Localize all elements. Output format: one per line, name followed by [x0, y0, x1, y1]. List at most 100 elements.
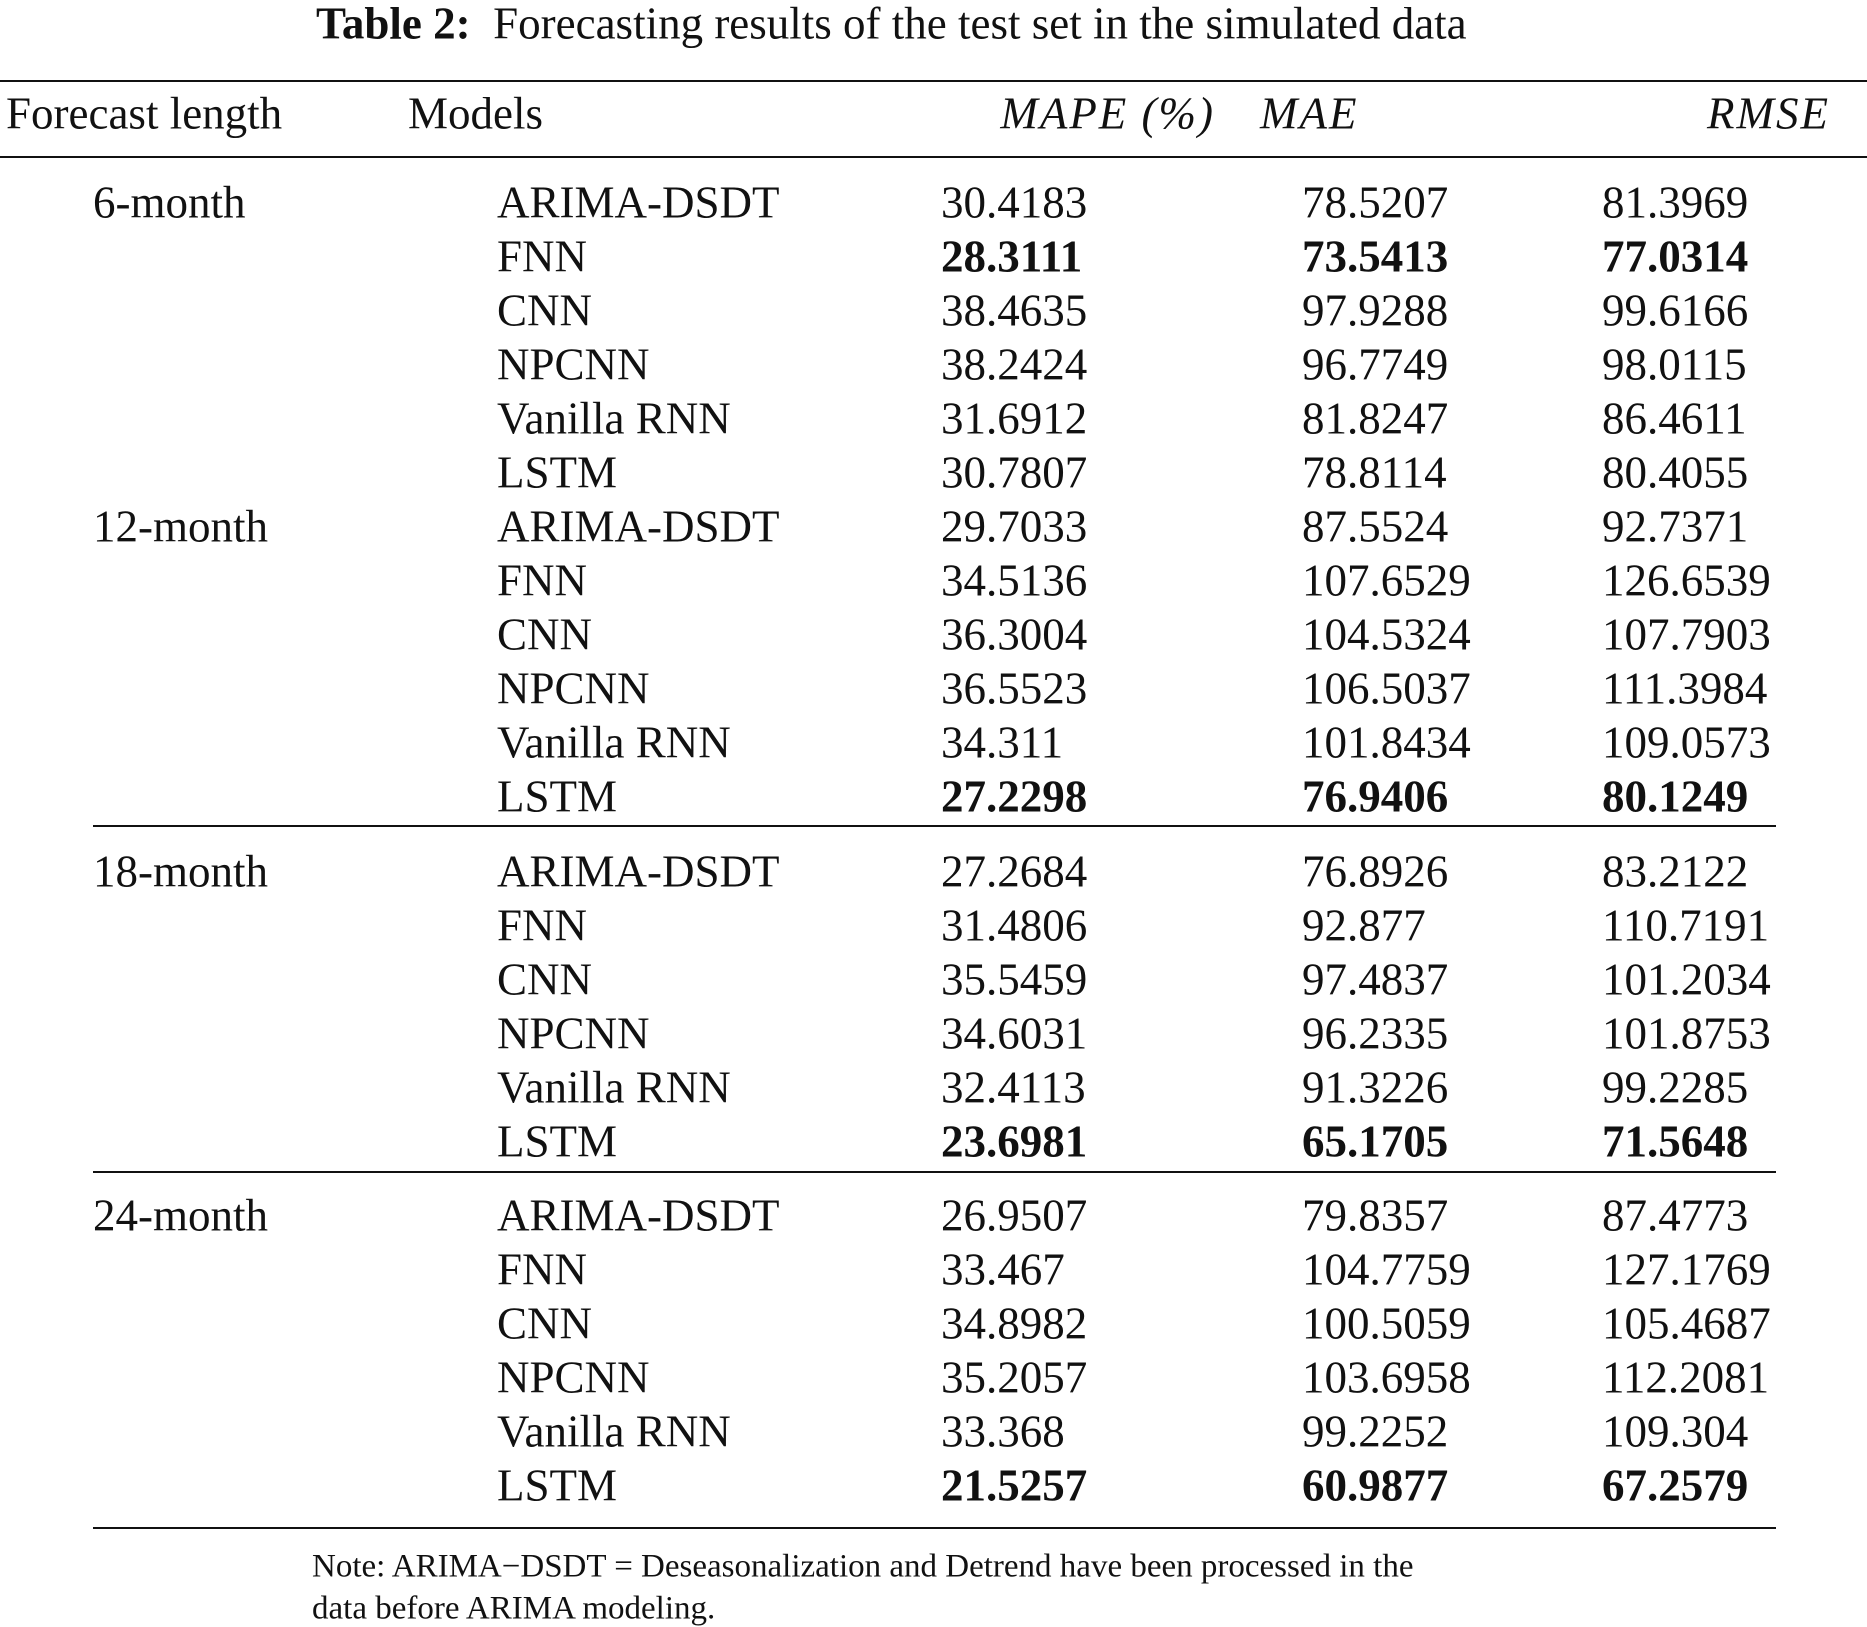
- model-cell: CNN: [497, 609, 593, 660]
- model-cell: Vanilla RNN: [497, 393, 731, 444]
- value-cell: 91.3226: [1302, 1062, 1449, 1113]
- value-cell: 127.1769: [1602, 1244, 1771, 1295]
- table-title: Table 2: Forecasting results of the test…: [316, 0, 1467, 49]
- value-cell: 36.3004: [941, 609, 1088, 660]
- value-cell: 34.6031: [941, 1008, 1088, 1059]
- model-cell: FNN: [497, 900, 588, 951]
- model-cell: NPCNN: [497, 1352, 650, 1403]
- group-rule: [93, 1171, 1776, 1173]
- model-cell: Vanilla RNN: [497, 717, 731, 768]
- value-cell: 78.8114: [1302, 447, 1447, 498]
- value-cell: 28.3111: [941, 231, 1083, 282]
- value-cell: 101.8434: [1302, 717, 1471, 768]
- value-cell: 65.1705: [1302, 1116, 1449, 1167]
- value-cell: 73.5413: [1302, 231, 1449, 282]
- model-cell: Vanilla RNN: [497, 1406, 731, 1457]
- model-cell: LSTM: [497, 1116, 618, 1167]
- value-cell: 60.9877: [1302, 1460, 1449, 1511]
- value-cell: 105.4687: [1602, 1298, 1771, 1349]
- value-cell: 78.5207: [1302, 177, 1449, 228]
- note-line: data before ARIMA modeling.: [312, 1590, 716, 1627]
- model-cell: ARIMA-DSDT: [497, 177, 780, 228]
- value-cell: 81.3969: [1602, 177, 1749, 228]
- value-cell: 33.467: [941, 1244, 1065, 1295]
- group-label: 18-month: [93, 846, 268, 897]
- value-cell: 31.6912: [941, 393, 1088, 444]
- value-cell: 30.7807: [941, 447, 1088, 498]
- value-cell: 87.5524: [1302, 501, 1449, 552]
- value-cell: 23.6981: [941, 1116, 1088, 1167]
- model-cell: FNN: [497, 1244, 588, 1295]
- value-cell: 38.2424: [941, 339, 1088, 390]
- value-cell: 96.7749: [1302, 339, 1449, 390]
- value-cell: 33.368: [941, 1406, 1065, 1457]
- header-cell: MAE: [1260, 88, 1359, 139]
- model-cell: CNN: [497, 1298, 593, 1349]
- value-cell: 26.9507: [941, 1190, 1088, 1241]
- value-cell: 27.2684: [941, 846, 1088, 897]
- group-rule: [93, 1527, 1776, 1529]
- value-cell: 87.4773: [1602, 1190, 1749, 1241]
- model-cell: FNN: [497, 555, 588, 606]
- model-cell: NPCNN: [497, 663, 650, 714]
- model-cell: LSTM: [497, 1460, 618, 1511]
- model-cell: CNN: [497, 954, 593, 1005]
- value-cell: 27.2298: [941, 771, 1088, 822]
- value-cell: 81.8247: [1302, 393, 1449, 444]
- value-cell: 92.877: [1302, 900, 1426, 951]
- header-cell: MAPE (%): [1000, 88, 1215, 139]
- value-cell: 112.2081: [1602, 1352, 1770, 1403]
- value-cell: 107.6529: [1302, 555, 1471, 606]
- value-cell: 31.4806: [941, 900, 1088, 951]
- value-cell: 71.5648: [1602, 1116, 1749, 1167]
- value-cell: 86.4611: [1602, 393, 1747, 444]
- value-cell: 34.311: [941, 717, 1064, 768]
- header-cell: Models: [408, 88, 543, 139]
- model-cell: LSTM: [497, 447, 618, 498]
- value-cell: 76.8926: [1302, 846, 1449, 897]
- header-rule: [0, 156, 1867, 158]
- value-cell: 21.5257: [941, 1460, 1088, 1511]
- header-cell: Forecast length: [6, 88, 283, 139]
- group-label: 12-month: [93, 501, 268, 552]
- model-cell: LSTM: [497, 771, 618, 822]
- note-line: Note: ARIMA−DSDT = Deseasonalization and…: [312, 1548, 1414, 1585]
- value-cell: 103.6958: [1302, 1352, 1471, 1403]
- value-cell: 106.5037: [1302, 663, 1471, 714]
- value-cell: 35.5459: [941, 954, 1088, 1005]
- value-cell: 111.3984: [1602, 663, 1768, 714]
- model-cell: ARIMA-DSDT: [497, 1190, 780, 1241]
- value-cell: 67.2579: [1602, 1460, 1749, 1511]
- value-cell: 101.8753: [1602, 1008, 1771, 1059]
- model-cell: Vanilla RNN: [497, 1062, 731, 1113]
- value-cell: 97.4837: [1302, 954, 1449, 1005]
- group-rule: [93, 825, 1776, 827]
- value-cell: 104.5324: [1302, 609, 1471, 660]
- value-cell: 76.9406: [1302, 771, 1449, 822]
- value-cell: 99.6166: [1602, 285, 1749, 336]
- value-cell: 96.2335: [1302, 1008, 1449, 1059]
- model-cell: ARIMA-DSDT: [497, 501, 780, 552]
- value-cell: 99.2252: [1302, 1406, 1449, 1457]
- top-rule: [0, 80, 1867, 82]
- value-cell: 107.7903: [1602, 609, 1771, 660]
- value-cell: 109.304: [1602, 1406, 1749, 1457]
- model-cell: CNN: [497, 285, 593, 336]
- value-cell: 80.4055: [1602, 447, 1749, 498]
- value-cell: 30.4183: [941, 177, 1088, 228]
- value-cell: 35.2057: [941, 1352, 1088, 1403]
- value-cell: 38.4635: [941, 285, 1088, 336]
- value-cell: 99.2285: [1602, 1062, 1749, 1113]
- value-cell: 101.2034: [1602, 954, 1771, 1005]
- value-cell: 92.7371: [1602, 501, 1749, 552]
- value-cell: 79.8357: [1302, 1190, 1449, 1241]
- value-cell: 97.9288: [1302, 285, 1449, 336]
- value-cell: 34.5136: [941, 555, 1088, 606]
- title-label: Table 2:: [316, 0, 471, 49]
- header-cell: RMSE: [1707, 88, 1830, 139]
- model-cell: NPCNN: [497, 1008, 650, 1059]
- value-cell: 32.4113: [941, 1062, 1086, 1113]
- value-cell: 104.7759: [1302, 1244, 1471, 1295]
- group-label: 24-month: [93, 1190, 268, 1241]
